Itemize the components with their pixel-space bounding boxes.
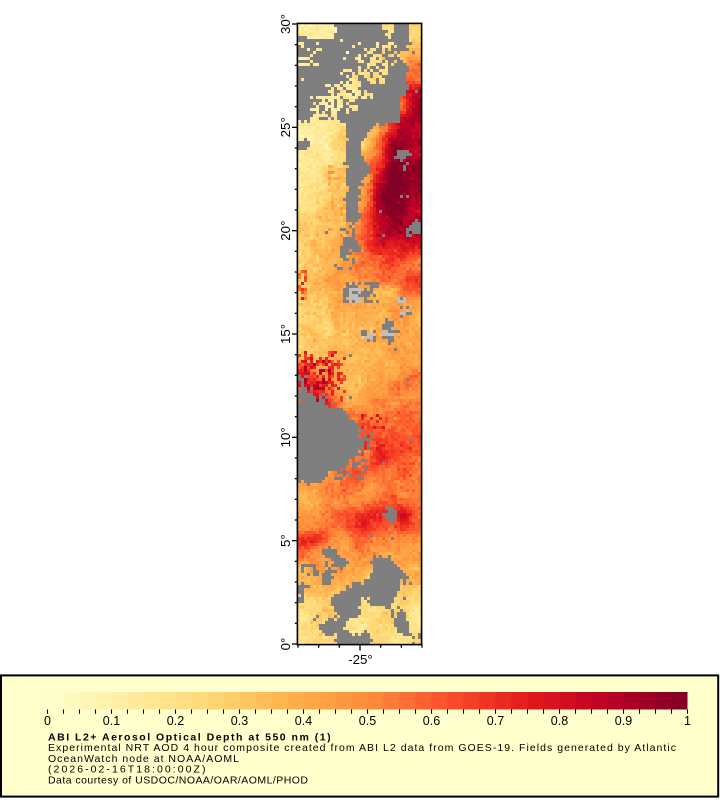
svg-text:20°: 20° — [278, 221, 293, 241]
svg-text:0.3: 0.3 — [231, 714, 248, 728]
svg-text:0: 0 — [44, 714, 51, 728]
svg-text:0.6: 0.6 — [423, 714, 440, 728]
svg-text:-25°: -25° — [348, 652, 373, 667]
svg-text:0.5: 0.5 — [359, 714, 376, 728]
svg-text:Data courtesy of USDOC/NOAA/OA: Data courtesy of USDOC/NOAA/OAR/AOML/PHO… — [48, 775, 308, 787]
svg-text:10°: 10° — [278, 427, 293, 447]
svg-text:OceanWatch node at NOAA/AOML: OceanWatch node at NOAA/AOML — [48, 753, 239, 765]
svg-text:5°: 5° — [278, 534, 293, 547]
svg-text:0.8: 0.8 — [551, 714, 568, 728]
svg-text:0.7: 0.7 — [487, 714, 504, 728]
svg-text:15°: 15° — [278, 324, 293, 344]
svg-text:25°: 25° — [278, 117, 293, 137]
svg-text:30°: 30° — [278, 14, 293, 34]
svg-text:0.1: 0.1 — [103, 714, 120, 728]
svg-text:0.4: 0.4 — [295, 714, 312, 728]
svg-text:0°: 0° — [278, 638, 293, 651]
svg-text:0.2: 0.2 — [167, 714, 184, 728]
svg-text:1: 1 — [684, 714, 691, 728]
svg-text:Experimental NRT AOD 4 hour co: Experimental NRT AOD 4 hour composite cr… — [48, 742, 676, 754]
svg-text:0.9: 0.9 — [615, 714, 632, 728]
